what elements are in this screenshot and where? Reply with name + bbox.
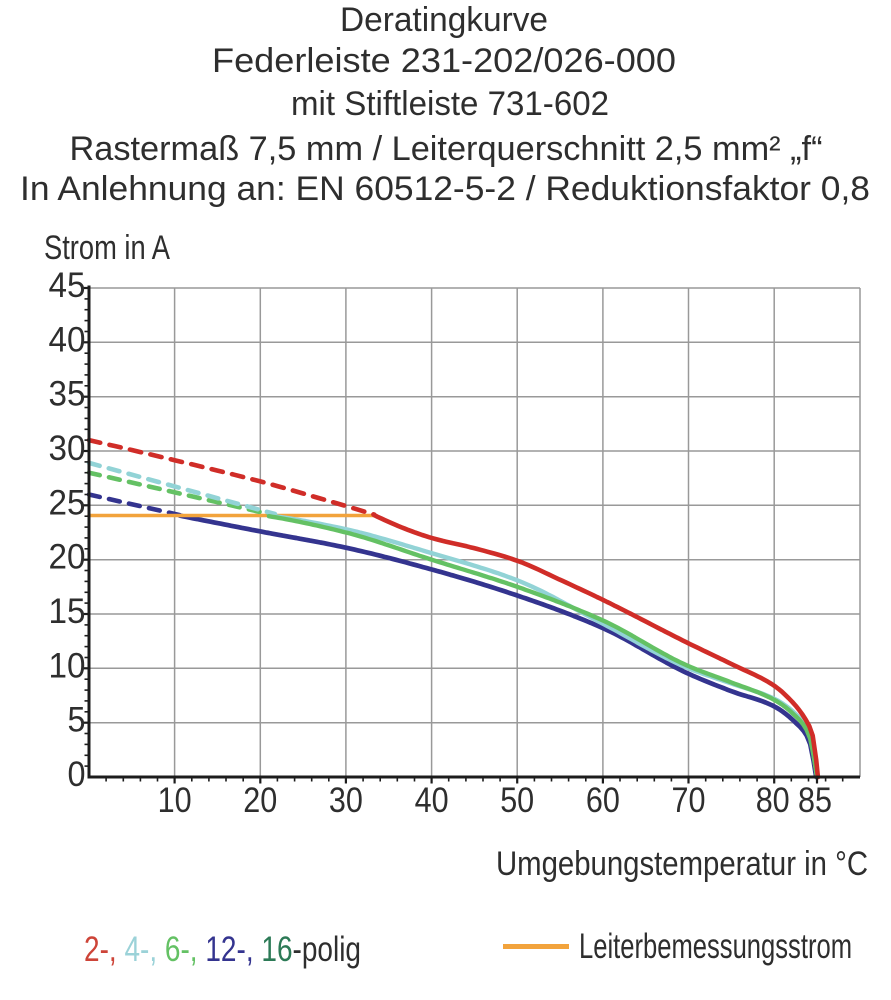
svg-text:30: 30 xyxy=(329,781,363,820)
svg-text:Leiterbemessungsstrom: Leiterbemessungsstrom xyxy=(579,927,852,966)
svg-text:10: 10 xyxy=(158,781,192,820)
svg-text:mit Stiftleiste 731-602: mit Stiftleiste 731-602 xyxy=(291,85,609,123)
svg-text:85: 85 xyxy=(798,781,832,820)
svg-text:In Anlehnung an: EN 60512-5-2: In Anlehnung an: EN 60512-5-2 / Reduktio… xyxy=(20,170,870,208)
svg-text:0: 0 xyxy=(68,755,86,794)
svg-text:Federleiste 231-202/026-000: Federleiste 231-202/026-000 xyxy=(212,42,676,80)
svg-text:Umgebungstemperatur in °C: Umgebungstemperatur in °C xyxy=(496,845,868,883)
svg-text:Rastermaß 7,5 mm / Leiterquers: Rastermaß 7,5 mm / Leiterquerschnitt 2,5… xyxy=(70,130,823,168)
svg-text:Deratingkurve: Deratingkurve xyxy=(340,1,548,39)
svg-text:2-, 4-, 6-, 12-, 16-polig: 2-, 4-, 6-, 12-, 16-polig xyxy=(84,930,361,969)
svg-text:5: 5 xyxy=(68,701,86,740)
svg-text:80: 80 xyxy=(756,781,790,820)
svg-text:20: 20 xyxy=(49,538,86,577)
svg-text:60: 60 xyxy=(586,781,620,820)
svg-text:50: 50 xyxy=(500,781,534,820)
svg-text:15: 15 xyxy=(49,592,86,631)
svg-text:35: 35 xyxy=(49,375,86,414)
svg-text:20: 20 xyxy=(243,781,277,820)
svg-text:30: 30 xyxy=(49,429,86,468)
svg-text:25: 25 xyxy=(49,483,86,522)
svg-text:70: 70 xyxy=(672,781,706,820)
svg-text:45: 45 xyxy=(49,266,86,305)
svg-text:10: 10 xyxy=(49,646,86,685)
svg-text:40: 40 xyxy=(415,781,449,820)
svg-text:Strom in A: Strom in A xyxy=(44,229,170,267)
svg-text:40: 40 xyxy=(49,320,86,359)
